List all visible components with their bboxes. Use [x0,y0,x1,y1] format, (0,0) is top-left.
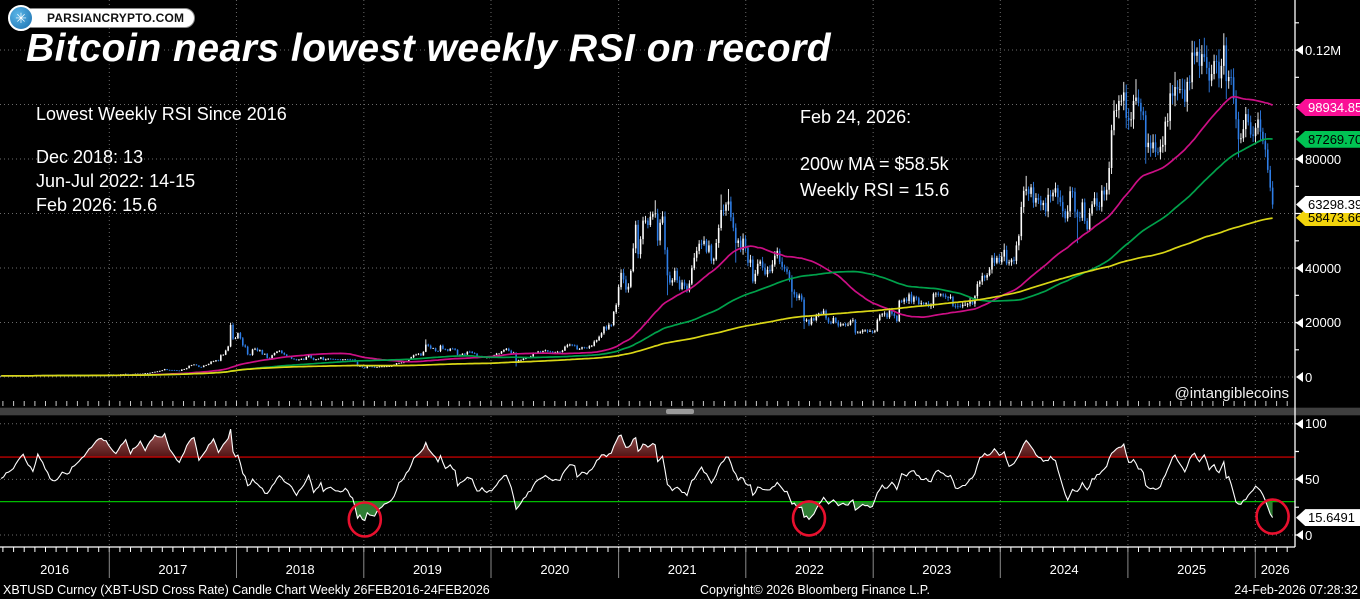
logo-text: PARSIANCRYPTO.COM [22,8,196,28]
x-axis-month-ticks [2,547,1288,552]
status-bar: XBTUSD Curncy (XBT-USD Cross Rate) Candl… [0,581,1360,599]
rsi-last-badge: 15.6491 [1296,509,1360,527]
rsi-axis-label-0: 0 [1296,527,1312,544]
status-copyright: Copyright© 2026 Bloomberg Finance L.P. [700,583,930,597]
ma-line-50w [1,95,1273,377]
year-label-2023: 2023 [922,562,952,577]
price-axis-label-80000: 80000 [1296,151,1341,168]
rsi-overbought-fill [20,429,1206,458]
rsi-low-circle-3 [1255,498,1290,535]
status-chart-description: XBTUSD Curncy (XBT-USD Cross Rate) Candl… [3,583,490,597]
price-axis-label-40000: 40000 [1296,260,1341,277]
annotation-left-line1: Dec 2018: 13 [36,147,144,167]
annotation-right-line1: 200w MA = $58.5k [800,154,949,174]
price-panel-month-ticks [2,401,1288,406]
rsi-axis-label-100: 100 [1296,415,1327,432]
year-label-2020: 2020 [540,562,570,577]
axis-arrow-icon [1296,372,1303,382]
axis-arrow-icon [1296,530,1303,540]
axis-label-text: 0 [1305,527,1313,543]
year-label-2024: 2024 [1049,562,1079,577]
axis-label-text: 50 [1305,471,1320,487]
rsi-line [0,428,1274,522]
annotation-right-heading: Feb 24, 2026: [800,107,912,127]
price-axis-label-0: 0 [1296,369,1312,386]
separator-drag-handle[interactable] [666,409,694,414]
ma-line-200w [1,217,1273,377]
axis-label-text: 80000 [1305,151,1342,167]
annotation-left-line2: Jun-Jul 2022: 14-15 [36,171,196,191]
axis-label-text: 100 [1305,416,1327,432]
year-label-2019: 2019 [412,562,442,577]
annotation-right: Feb 24, 2026: 200w MA = $58.5k Weekly RS… [800,104,949,203]
axis-label-text: 20000 [1305,315,1342,330]
axis-label-text: 40000 [1305,260,1342,276]
annotation-right-line2: Weekly RSI = 15.6 [800,180,950,200]
panel-separator-edge-top [0,407,1360,408]
ma50-badge: 98934.85 [1296,98,1360,116]
status-timestamp: 24-Feb-2026 07:28:32 [1234,583,1358,597]
gridlines [0,0,1295,547]
annotation-left-heading: Lowest Weekly RSI Since 2016 [36,104,287,124]
axis-label-text: 0 [1305,369,1313,385]
last-price-badge: 63298.39 [1296,196,1360,214]
rsi-oversold-fill [353,501,1273,521]
price-axis-label-20000: 20000 [1296,314,1341,331]
rsi-axis-label-50: 50 [1296,471,1319,488]
rsi-low-circle-2 [791,500,827,537]
ma200-badge: 58473.66 [1296,209,1360,227]
year-label-2026: 2026 [1260,562,1290,577]
price-axis-label-0.12M: 0.12M [1296,42,1341,59]
year-label-2016: 2016 [40,562,70,577]
year-separator-lines [108,548,1256,578]
axis-tick-marks [1295,22,1301,536]
year-label-2017: 2017 [158,562,188,577]
annotation-left-line3: Feb 2026: 15.6 [36,195,158,215]
tree-icon: ✳ [8,5,34,31]
year-label-2018: 2018 [285,562,315,577]
axis-arrow-icon [1296,418,1303,429]
panel-separator-edge-bottom [0,415,1360,416]
page-title: Bitcoin nears lowest weekly RSI on recor… [26,27,832,70]
rsi-low-circle-1 [347,501,383,538]
axis-arrow-icon [1296,317,1303,328]
axis-arrow-icon [1296,263,1303,274]
ma100-badge: 87269.70 [1296,130,1360,148]
axis-arrow-icon [1296,45,1303,56]
axis-arrow-icon [1296,474,1303,485]
year-label-2022: 2022 [794,562,824,577]
year-label-2021: 2021 [667,562,697,577]
axis-arrow-icon [1296,154,1303,165]
axis-label-text: 0.12M [1305,42,1342,58]
annotation-left: Lowest Weekly RSI Since 2016 Dec 2018: 1… [36,102,287,217]
year-label-2025: 2025 [1177,562,1207,577]
watermark: @intangiblecoins [1174,385,1289,402]
